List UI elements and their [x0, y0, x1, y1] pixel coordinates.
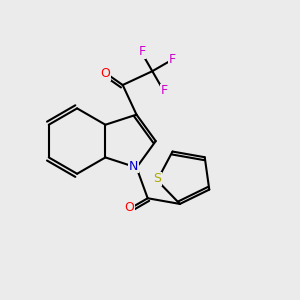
Text: N: N	[129, 160, 138, 172]
Text: F: F	[138, 45, 146, 58]
Text: O: O	[124, 201, 134, 214]
Text: F: F	[168, 53, 175, 66]
Text: S: S	[153, 172, 161, 185]
Text: F: F	[161, 84, 168, 97]
Text: O: O	[100, 68, 110, 80]
